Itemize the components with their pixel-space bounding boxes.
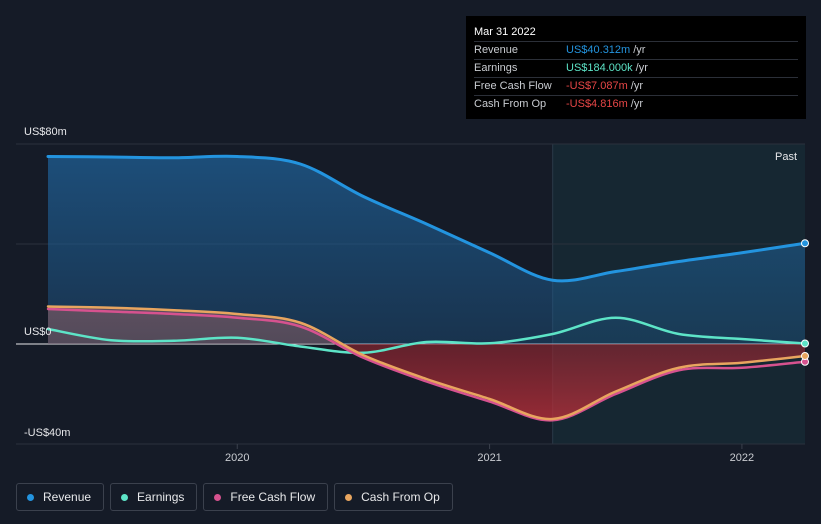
y-tick-label: US$0 <box>24 326 52 338</box>
x-tick-label: 2020 <box>225 452 249 464</box>
revenue-line <box>46 154 807 283</box>
legend-label: Revenue <box>43 490 92 504</box>
tooltip-row-cfo: Cash From Op -US$4.816m /yr <box>474 95 798 113</box>
legend: Revenue Earnings Free Cash Flow Cash Fro… <box>16 483 453 511</box>
legend-item-free-cash-flow[interactable]: Free Cash Flow <box>203 483 329 511</box>
cash-from-op-line <box>46 305 807 421</box>
tooltip-value: US$184.000k <box>566 62 633 74</box>
earnings-line <box>46 316 807 355</box>
tooltip-value: US$40.312m <box>566 44 631 56</box>
tooltip-label: Revenue <box>474 44 519 56</box>
legend-label: Earnings <box>137 490 185 504</box>
tooltip-label: Free Cash Flow <box>474 80 552 92</box>
earnings-endpoint <box>801 339 809 348</box>
y-tick-label: -US$40m <box>24 427 70 439</box>
y-tick-label: US$80m <box>24 126 67 138</box>
x-tick-label: 2022 <box>730 452 754 464</box>
cash-from-op-endpoint <box>801 352 809 360</box>
past-label: Past <box>775 151 797 163</box>
tooltip-label: Earnings <box>474 62 518 74</box>
free-cash-flow-line <box>46 307 807 422</box>
tooltip-panel: Mar 31 2022 Revenue US$40.312m /yr Earni… <box>466 16 806 119</box>
tooltip-unit: /yr <box>635 62 648 74</box>
tooltip-row-revenue: Revenue US$40.312m /yr <box>474 41 798 59</box>
tooltip-row-earnings: Earnings US$184.000k /yr <box>474 59 798 77</box>
tooltip-row-fcf: Free Cash Flow -US$7.087m /yr <box>474 77 798 95</box>
legend-dot-icon <box>27 493 34 501</box>
tooltip-value: -US$7.087m <box>566 80 628 92</box>
legend-dot-icon <box>121 493 129 501</box>
cash-area-negative <box>48 344 805 420</box>
legend-dot-icon <box>214 493 222 501</box>
cash-area-positive <box>48 306 805 344</box>
revenue-area <box>48 156 805 344</box>
legend-item-earnings[interactable]: Earnings <box>110 483 198 511</box>
legend-dot-icon <box>345 493 353 501</box>
x-tick-label: 2021 <box>477 452 501 464</box>
legend-label: Cash From Op <box>361 490 440 504</box>
legend-item-revenue[interactable]: Revenue <box>16 483 105 511</box>
tooltip-unit: /yr <box>630 80 643 92</box>
legend-item-cash-from-op[interactable]: Cash From Op <box>334 483 453 511</box>
tooltip-unit: /yr <box>630 98 643 110</box>
legend-label: Free Cash Flow <box>230 490 316 504</box>
tooltip-label: Cash From Op <box>474 98 547 110</box>
tooltip-value: -US$4.816m <box>566 98 628 110</box>
tooltip-date: Mar 31 2022 <box>474 26 536 38</box>
tooltip-unit: /yr <box>633 44 646 56</box>
revenue-endpoint <box>801 239 809 248</box>
